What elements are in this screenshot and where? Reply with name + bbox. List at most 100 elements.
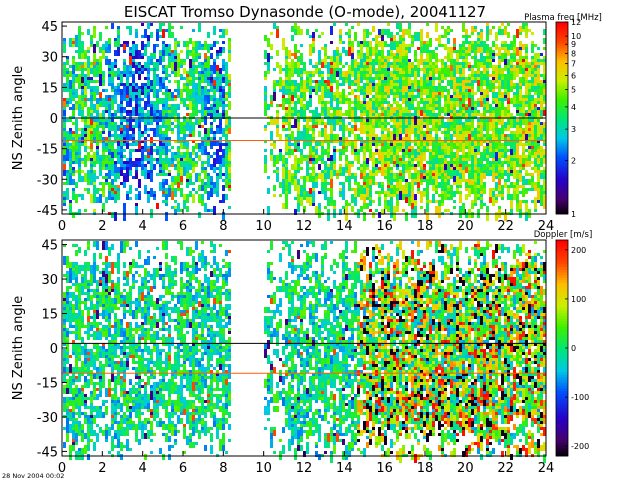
- colorbar-tick-label: 6: [571, 72, 576, 81]
- colorbar-segment: [556, 163, 568, 167]
- doppler-y-ticks: -45 -30 -15 0 15 30 45: [37, 239, 67, 460]
- colorbar-segment: [556, 356, 568, 360]
- colorbar-segment: [556, 209, 568, 212]
- colorbar-segment: [556, 48, 568, 52]
- colorbar-segment: [556, 269, 568, 273]
- colorbar-segment: [556, 267, 568, 271]
- colorbar-segment: [556, 55, 568, 59]
- doppler-reference-lines: [62, 342, 546, 374]
- colorbar-segment: [556, 437, 568, 441]
- colorbar-segment: [556, 364, 568, 368]
- colorbar-tick-label: 4: [571, 103, 576, 112]
- colorbar-segment: [556, 132, 568, 136]
- y-tick-label: 45: [41, 20, 58, 35]
- colorbar-segment: [556, 182, 568, 186]
- colorbar-segment: [556, 331, 568, 335]
- colorbar-segment: [556, 288, 568, 292]
- colorbar-segment: [556, 211, 568, 215]
- colorbar-segment: [556, 426, 568, 430]
- y-tick-label: -30: [37, 411, 58, 426]
- colorbar-segment: [556, 60, 568, 64]
- x-tick-label: 24: [538, 219, 555, 234]
- colorbar-segment: [556, 41, 568, 44]
- colorbar-segment: [556, 67, 568, 71]
- colorbar-segment: [556, 447, 568, 451]
- colorbar-segment: [556, 185, 568, 188]
- x-tick-label: 22: [497, 219, 514, 234]
- colorbar-segment: [556, 264, 568, 268]
- colorbar-segment: [556, 277, 568, 281]
- colorbar-segment: [556, 318, 568, 322]
- colorbar-segment: [556, 98, 568, 102]
- colorbar-segment: [556, 402, 568, 406]
- colorbar-segment: [556, 350, 568, 354]
- colorbar-segment: [556, 24, 568, 28]
- colorbar-segment: [556, 339, 568, 343]
- colorbar-segment: [556, 43, 568, 47]
- colorbar-segment: [556, 149, 568, 152]
- colorbar-segment: [556, 450, 568, 454]
- colorbar-segment: [556, 62, 568, 66]
- colorbar-segment: [556, 151, 568, 155]
- colorbar-segment: [556, 280, 568, 284]
- colorbar-tick-label: 10: [571, 32, 581, 41]
- y-tick-label: -15: [37, 143, 58, 158]
- plasma-freq-x-ticks: 0 2 4 6 8 10 12 14 16 18 20 22 24: [58, 209, 554, 234]
- colorbar-segment: [556, 194, 568, 198]
- colorbar-tick-label: 8: [571, 49, 576, 58]
- colorbar-segment: [556, 106, 568, 109]
- colorbar-segment: [556, 396, 568, 400]
- colorbar-segment: [556, 248, 568, 252]
- colorbar-segment: [556, 321, 568, 325]
- colorbar-segment: [556, 142, 568, 145]
- colorbar-segment: [556, 285, 568, 289]
- colorbar-segment: [556, 415, 568, 419]
- x-tick-label: 12: [296, 461, 313, 476]
- colorbar-segment: [556, 329, 568, 333]
- colorbar-segment: [556, 50, 568, 54]
- colorbar-segment: [556, 399, 568, 403]
- colorbar-segment: [556, 439, 568, 443]
- x-tick-label: 10: [255, 461, 272, 476]
- colorbar-segment: [556, 137, 568, 140]
- colorbar-segment: [556, 199, 568, 203]
- colorbar-segment: [556, 38, 568, 42]
- colorbar-segment: [556, 393, 568, 397]
- x-tick-label: 16: [376, 219, 393, 234]
- colorbar-segment: [556, 310, 568, 314]
- colorbar-segment: [556, 96, 568, 100]
- colorbar-segment: [556, 388, 568, 392]
- colorbar-tick-label: -100: [571, 393, 589, 402]
- colorbar-segment: [556, 70, 568, 73]
- figure-title: EISCAT Tromso Dynasonde (O-mode), 200411…: [124, 3, 486, 21]
- colorbar-segment: [556, 407, 568, 411]
- colorbar-segment: [556, 242, 568, 246]
- x-tick-label: 10: [255, 219, 272, 234]
- colorbar-segment: [556, 94, 568, 97]
- colorbar-segment: [556, 168, 568, 172]
- colorbar-segment: [556, 178, 568, 181]
- x-tick-label: 6: [179, 461, 187, 476]
- colorbar-segment: [556, 74, 568, 78]
- colorbar-segment: [556, 154, 568, 157]
- x-tick-label: 8: [219, 461, 227, 476]
- colorbar-segment: [556, 89, 568, 92]
- colorbar-segment: [556, 275, 568, 279]
- colorbar-segment: [556, 429, 568, 433]
- y-tick-label: 30: [41, 273, 58, 288]
- plasma-freq-ylabel: NS Zenith angle: [11, 66, 26, 170]
- colorbar-segment: [556, 334, 568, 338]
- colorbar-segment: [556, 337, 568, 341]
- doppler-data: [63, 241, 546, 463]
- colorbar-segment: [556, 391, 568, 395]
- colorbar-segment: [556, 192, 568, 196]
- colorbar-segment: [556, 256, 568, 260]
- colorbar-segment: [556, 122, 568, 126]
- colorbar-segment: [556, 34, 568, 37]
- colorbar-segment: [556, 304, 568, 308]
- doppler-colorbar-label: Doppler [m/s]: [534, 230, 593, 240]
- x-tick-label: 2: [98, 461, 106, 476]
- doppler-x-ticks: 0 2 4 6 8 10 12 14 16 18 20 22 24: [58, 451, 554, 476]
